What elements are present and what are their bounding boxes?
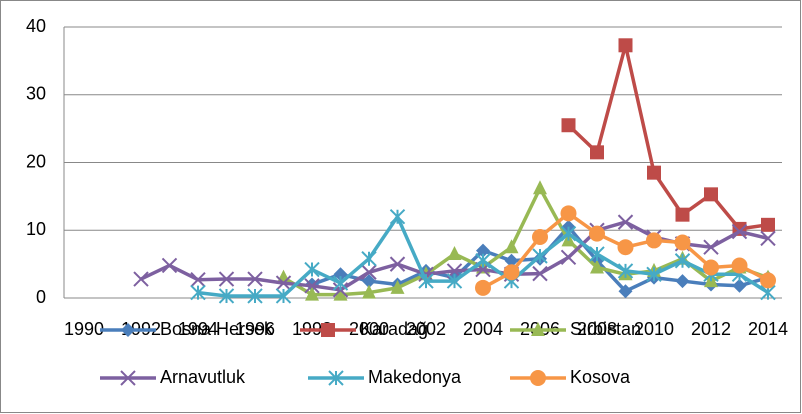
marker [247, 288, 263, 304]
marker [704, 187, 718, 202]
marker [476, 243, 490, 258]
x-tick-label: 2014 [748, 319, 788, 339]
legend-label: Sırbistan [570, 319, 641, 339]
marker [218, 271, 235, 287]
marker [503, 264, 520, 281]
marker [447, 245, 462, 260]
marker [589, 225, 605, 242]
marker [304, 261, 320, 278]
y-tick-label: 40 [26, 16, 46, 36]
marker [589, 246, 605, 262]
x-tick-label: 2000 [349, 319, 389, 339]
marker [532, 265, 548, 282]
marker [190, 271, 206, 288]
marker [121, 323, 135, 337]
marker [760, 230, 776, 247]
x-tick-label: 2004 [463, 319, 503, 339]
marker [362, 284, 376, 299]
legend-label: Arnavutluk [160, 367, 246, 387]
x-tick-label: 1996 [235, 319, 275, 339]
marker [618, 284, 633, 299]
x-tick-label: 2008 [577, 319, 617, 339]
marker [390, 279, 405, 294]
marker [218, 288, 235, 304]
marker [674, 253, 691, 269]
marker [389, 208, 406, 225]
marker [247, 271, 263, 287]
marker [332, 275, 349, 291]
marker [275, 288, 292, 304]
x-tick-label: 2012 [691, 319, 731, 339]
marker [328, 370, 344, 386]
marker [590, 145, 604, 160]
marker [333, 267, 348, 282]
marker [530, 370, 546, 386]
marker [675, 207, 690, 222]
marker [190, 284, 206, 301]
marker [731, 257, 748, 274]
marker [446, 273, 463, 289]
marker [531, 322, 545, 336]
marker [275, 275, 292, 291]
marker [361, 250, 377, 267]
marker [560, 249, 577, 266]
marker [560, 225, 577, 242]
marker [646, 266, 662, 282]
marker [617, 214, 634, 230]
marker [305, 286, 319, 301]
marker [161, 257, 178, 274]
marker [731, 223, 748, 240]
marker [618, 38, 633, 53]
marker [362, 274, 376, 289]
marker [361, 264, 377, 280]
legend-label: Kosova [570, 367, 631, 387]
marker [532, 229, 548, 246]
y-tick-label: 30 [26, 84, 46, 104]
marker [533, 180, 547, 195]
marker [703, 239, 719, 255]
marker [617, 239, 634, 256]
marker [674, 234, 691, 251]
x-tick-label: 1994 [178, 319, 218, 339]
marker [561, 118, 576, 133]
marker [703, 259, 719, 276]
marker [333, 286, 348, 301]
marker [761, 217, 775, 232]
marker [389, 256, 406, 272]
marker [504, 253, 519, 268]
marker [475, 279, 491, 296]
marker [590, 259, 604, 274]
y-tick-label: 0 [36, 287, 46, 307]
marker [504, 239, 519, 254]
marker [418, 273, 434, 289]
marker [760, 272, 776, 289]
marker [617, 263, 634, 279]
legend-label: Karadağ [360, 319, 428, 339]
x-tick-label: 2010 [634, 319, 674, 339]
legend-label: Bosna Hersek [160, 319, 274, 339]
legend-label: Makedonya [368, 367, 462, 387]
y-tick-label: 10 [26, 219, 46, 239]
marker [532, 248, 548, 264]
marker [475, 253, 491, 269]
y-tick-label: 20 [26, 151, 46, 171]
marker [646, 232, 662, 249]
x-tick-label: 2002 [406, 319, 446, 339]
marker [120, 370, 136, 386]
marker [304, 278, 320, 294]
x-tick-label: 1990 [64, 319, 104, 339]
marker [732, 278, 747, 293]
marker [133, 271, 149, 287]
marker [647, 165, 661, 180]
marker [675, 274, 690, 289]
marker [321, 323, 335, 337]
marker [560, 205, 577, 222]
